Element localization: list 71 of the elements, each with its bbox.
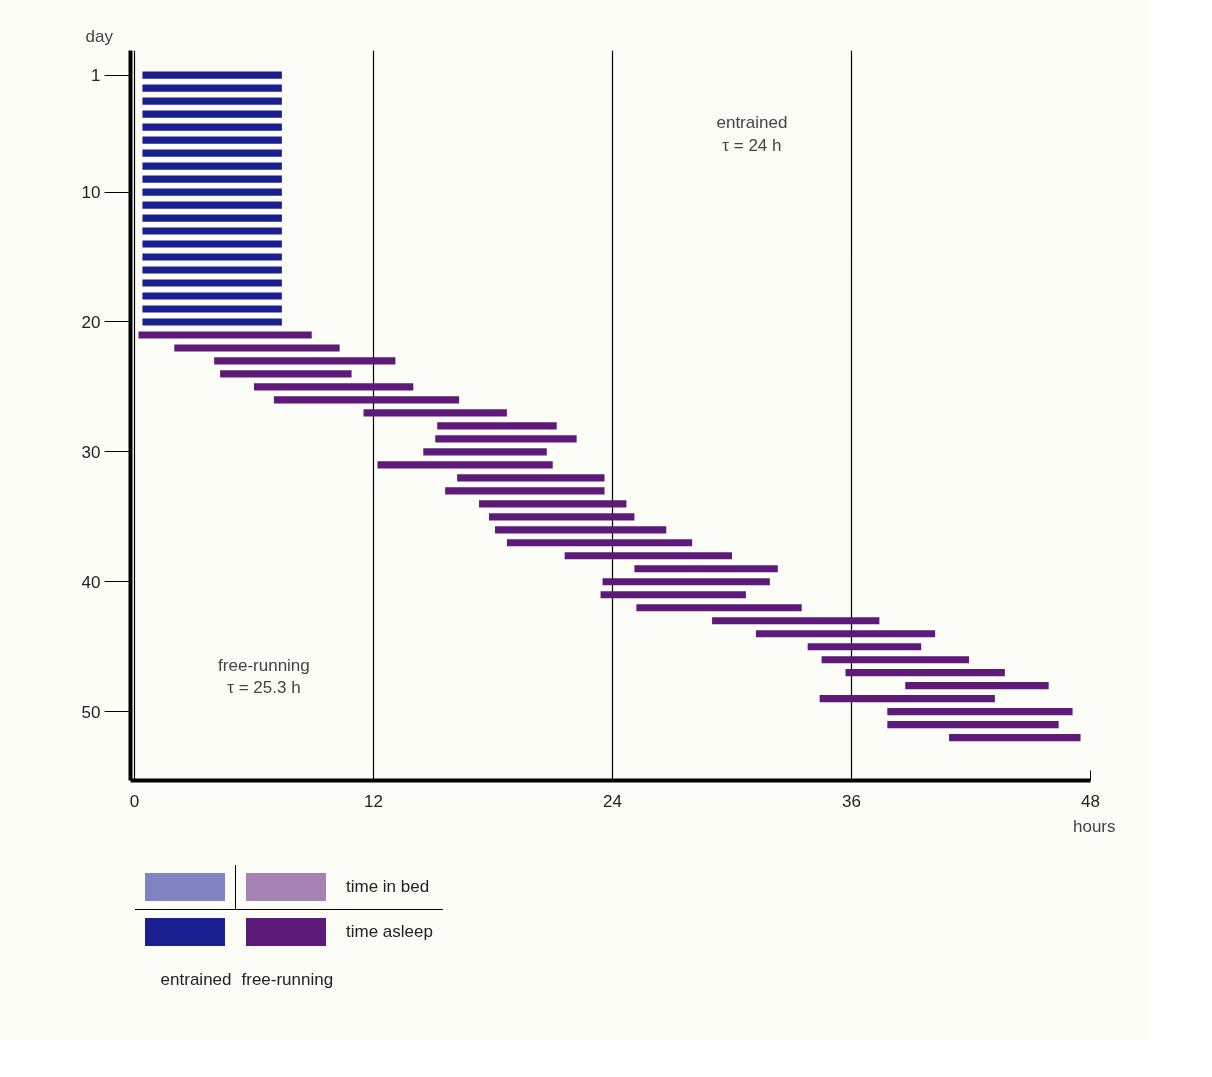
bar bbox=[845, 669, 1005, 677]
bar bbox=[435, 435, 577, 443]
bar bbox=[445, 487, 605, 495]
bar bbox=[807, 643, 922, 651]
bar bbox=[214, 357, 396, 365]
bar bbox=[142, 201, 282, 209]
y-tick-label: 10 bbox=[81, 183, 101, 203]
bar bbox=[564, 552, 732, 560]
bar bbox=[423, 448, 547, 456]
bar bbox=[142, 110, 282, 118]
bar bbox=[636, 604, 802, 612]
bar bbox=[142, 318, 282, 326]
bar bbox=[949, 734, 1081, 742]
bar bbox=[142, 84, 282, 92]
bar bbox=[363, 409, 507, 417]
bar bbox=[887, 721, 1059, 729]
y-tick-label: 20 bbox=[81, 312, 101, 332]
bar bbox=[138, 331, 312, 339]
x-tick-label: 36 bbox=[842, 791, 861, 811]
annotation: entrained τ = 24 h bbox=[716, 112, 788, 155]
bar bbox=[142, 253, 282, 261]
x-tick-label: 48 bbox=[1081, 791, 1100, 811]
y-tick-label: 50 bbox=[81, 702, 101, 722]
bar bbox=[142, 266, 282, 274]
bar bbox=[755, 630, 936, 638]
bar bbox=[634, 565, 778, 573]
bar bbox=[494, 526, 667, 534]
text: entrained bbox=[159, 969, 233, 991]
bar bbox=[273, 396, 460, 404]
bar bbox=[142, 227, 282, 235]
x-tick-label: 0 bbox=[129, 791, 140, 811]
bar bbox=[142, 97, 282, 105]
x-axis-title: hours bbox=[1072, 816, 1116, 836]
bar bbox=[819, 695, 995, 703]
bar bbox=[479, 500, 627, 508]
x-tick-label: 24 bbox=[603, 791, 622, 811]
x-tick-label: 12 bbox=[364, 791, 383, 811]
bar bbox=[437, 422, 557, 430]
y-tick-label: 30 bbox=[81, 442, 101, 462]
y-axis-title: day bbox=[85, 26, 114, 46]
bar bbox=[142, 305, 282, 313]
bar bbox=[506, 539, 693, 547]
bar bbox=[142, 279, 282, 287]
bar bbox=[887, 708, 1073, 716]
bar bbox=[142, 214, 282, 222]
bar bbox=[905, 682, 1049, 690]
text: time asleep bbox=[345, 920, 434, 943]
bar bbox=[377, 461, 553, 469]
bar bbox=[142, 292, 282, 300]
annotation: free-running τ = 25.3 h bbox=[218, 655, 310, 698]
bar bbox=[142, 149, 282, 157]
bar bbox=[253, 383, 414, 391]
bar bbox=[142, 71, 282, 79]
bar bbox=[142, 240, 282, 248]
bar bbox=[712, 617, 880, 625]
bar bbox=[142, 162, 282, 170]
bar bbox=[821, 656, 970, 664]
y-tick-label: 1 bbox=[91, 66, 101, 86]
y-tick-label: 40 bbox=[81, 572, 101, 592]
bar bbox=[174, 344, 340, 352]
bar bbox=[600, 591, 746, 599]
bar bbox=[220, 370, 352, 378]
bar bbox=[142, 175, 282, 183]
bar bbox=[457, 474, 605, 482]
text: time in bed bbox=[345, 875, 431, 898]
bar bbox=[142, 136, 282, 144]
bar bbox=[142, 123, 282, 131]
text: free-running bbox=[240, 969, 335, 991]
bar bbox=[489, 513, 635, 521]
bar bbox=[602, 578, 770, 586]
bar bbox=[142, 188, 282, 196]
